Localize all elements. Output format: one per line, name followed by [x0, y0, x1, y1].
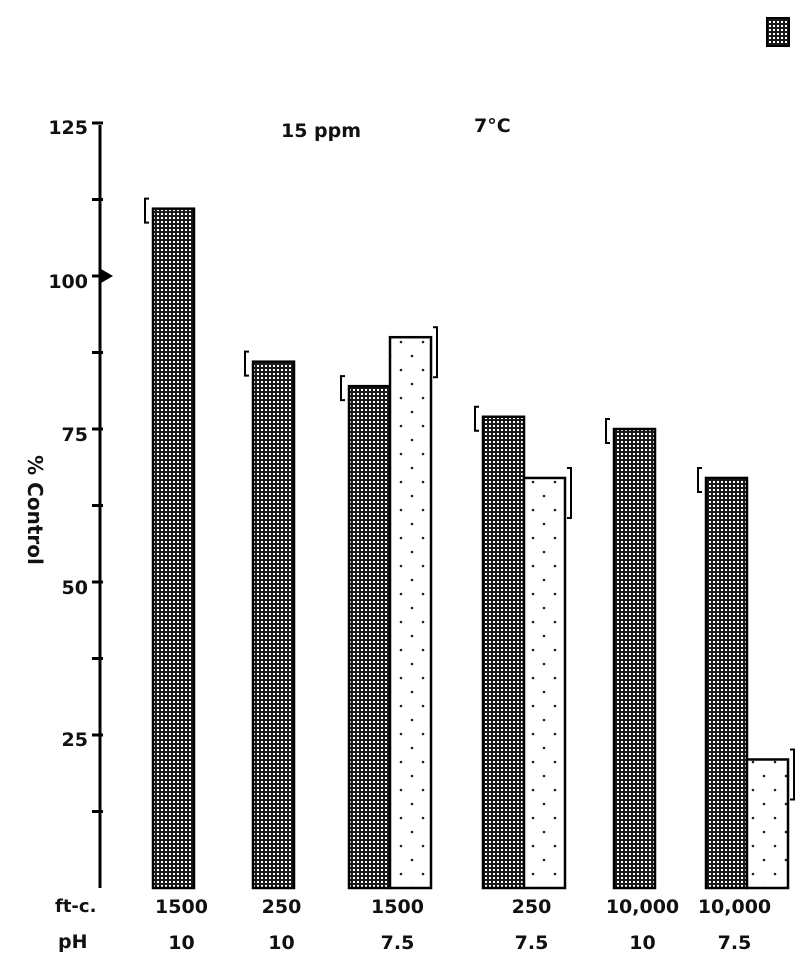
row-label-ph: pH — [58, 931, 88, 953]
error-bracket — [605, 418, 610, 444]
category-ph-label: 10 — [629, 932, 655, 954]
error-bracket — [697, 466, 702, 493]
category-ftc-label: 1500 — [371, 896, 424, 918]
bar-series2-cat4 — [522, 476, 567, 890]
category-ph-label: 7.5 — [515, 932, 549, 954]
category-ftc-label: 250 — [262, 896, 302, 918]
error-bracket — [144, 197, 149, 224]
category-ftc-label: 1500 — [155, 896, 208, 918]
y-tick-label-25: 25 — [62, 729, 88, 751]
category-ftc-label: 250 — [512, 896, 552, 918]
category-ph-label: 10 — [168, 932, 194, 954]
error-bracket — [474, 405, 479, 432]
category-ph-label: 7.5 — [718, 932, 752, 954]
y-marker-100 — [101, 269, 113, 283]
annotation-concentration: 15 ppm — [281, 120, 361, 142]
legend-swatch — [766, 17, 790, 47]
category-ph-label: 7.5 — [381, 932, 415, 954]
bar-series1-cat6 — [704, 476, 749, 890]
annotation-temperature: 7°C — [474, 115, 511, 137]
y-axis-label: % Control — [23, 455, 47, 565]
error-bracket — [244, 350, 249, 377]
y-tick-label-125: 125 — [48, 117, 88, 139]
y-tick-label-50: 50 — [62, 577, 88, 599]
category-ftc-label: 10,000 — [698, 896, 771, 918]
category-ftc-label: 10,000 — [606, 896, 679, 918]
bar-series1-cat3 — [347, 384, 392, 890]
y-tick-label-75: 75 — [62, 424, 88, 446]
bar-series1-cat5 — [612, 427, 657, 890]
bar-series2-cat3 — [388, 335, 433, 890]
y-tick-label-100: 100 — [48, 271, 88, 293]
error-bracket — [433, 326, 438, 379]
bar-series1-cat2 — [251, 360, 296, 890]
row-label-ftc: ft-c. — [55, 896, 96, 917]
bar-series1-cat1 — [151, 207, 196, 890]
bar-series2-cat6 — [745, 758, 790, 890]
error-bracket — [790, 748, 795, 801]
error-bracket — [340, 375, 345, 402]
bar-series1-cat4 — [481, 415, 526, 890]
error-bracket — [567, 466, 572, 519]
category-ph-label: 10 — [268, 932, 294, 954]
